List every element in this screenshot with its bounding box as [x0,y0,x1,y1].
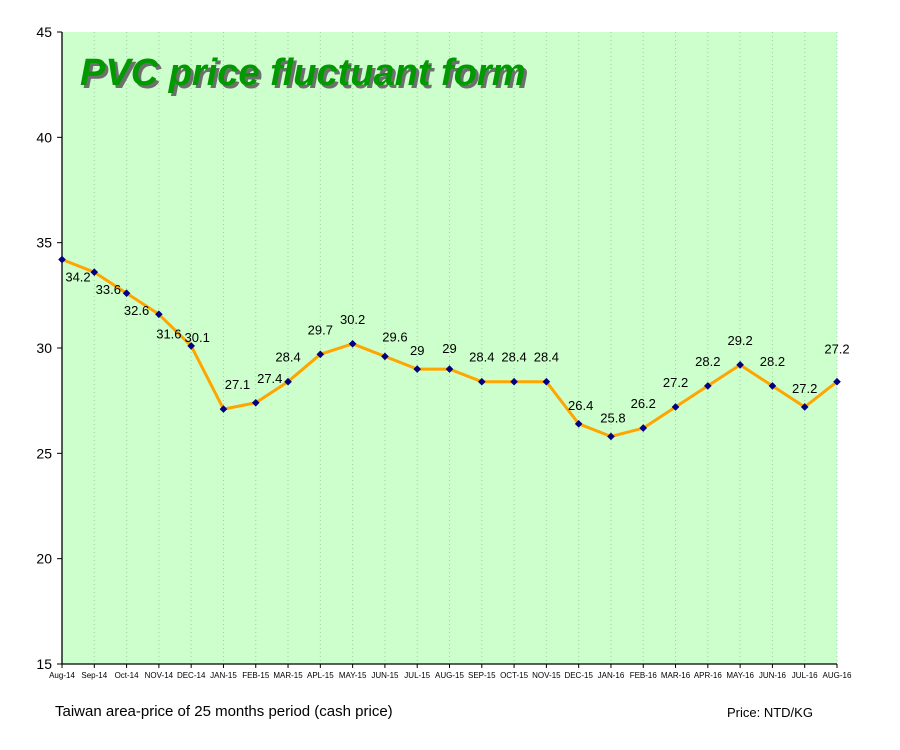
data-label: 28.4 [469,350,494,365]
y-tick-label: 20 [36,551,52,567]
data-label: 30.2 [340,312,365,327]
x-tick-label: NOV-15 [532,671,561,680]
data-point [736,361,744,369]
data-point [251,398,260,407]
y-axis-ticks: 15 20 25 30 35 40 45 [36,24,62,672]
x-tick-label: MAY-16 [726,671,754,680]
data-point [219,405,228,413]
data-label: 30.1 [185,330,210,345]
x-tick-label: Aug-14 [49,671,75,680]
x-tick-label: FEB-16 [630,671,658,680]
data-label: 28.2 [760,354,785,369]
data-label: 27.2 [792,381,817,396]
data-label: 29 [442,341,456,356]
series-markers [58,255,841,441]
y-tick-label: 15 [36,656,52,672]
data-point [768,382,777,390]
data-label: 29.6 [382,329,407,344]
data-label: 32.6 [124,303,149,318]
x-tick-label: APR-16 [694,671,723,680]
data-point [90,268,99,276]
data-label: 28.4 [275,350,300,365]
data-point [704,382,712,390]
data-label: 29 [410,343,424,358]
data-point [510,377,518,386]
data-point [381,352,389,361]
data-label: 29.7 [308,322,333,337]
footnote-right: Price: NTD/KG [727,705,813,720]
data-point [413,365,422,373]
x-tick-label: Sep-14 [81,671,107,680]
data-point [58,255,66,264]
data-point [155,310,163,319]
y-tick-label: 25 [36,445,52,461]
y-tick-label: 30 [36,340,52,356]
x-tick-label: JAN-16 [598,671,625,680]
y-tick-label: 40 [36,129,52,145]
data-point [671,403,680,411]
data-label: 28.2 [695,354,720,369]
x-tick-label: AUG-16 [823,671,852,680]
data-label: 28.4 [501,350,526,365]
data-label: 31.6 [156,326,181,341]
x-tick-label: MAY-15 [339,671,367,680]
chart-title-shadow: PVC price fluctuant form [83,55,529,97]
x-tick-label: Oct-14 [115,671,140,680]
data-label: 29.2 [727,333,752,348]
data-point [639,424,648,432]
chart-title: PVC price fluctuant form [80,52,526,94]
data-point [574,420,583,428]
data-point [445,365,454,373]
x-tick-label: MAR-15 [273,671,303,680]
x-tick-label: JUN-15 [371,671,399,680]
data-point [122,289,131,298]
x-tick-label: JUL-16 [792,671,818,680]
data-point [542,377,551,386]
y-tick-label: 35 [36,235,52,251]
data-point [187,342,195,350]
data-label: 25.8 [600,410,625,425]
data-point [316,350,325,359]
data-label: 27.2 [824,342,849,357]
data-point [477,377,486,386]
data-label: 33.6 [96,282,121,297]
data-label: 26.4 [568,398,593,413]
footnote-left: Taiwan area-price of 25 months period (c… [55,703,393,720]
data-labels: 34.2 33.632.6 31.6 30.1 27.1 27.4 28.4 29.7 30.2… [65,270,849,426]
x-tick-label: NOV-14 [145,671,174,680]
data-point [833,377,841,386]
x-tick-label: APL-15 [307,671,334,680]
data-point [348,339,357,348]
x-tick-label: JUL-15 [404,671,430,680]
data-label: 27.2 [663,375,688,390]
x-tick-label: FEB-15 [242,671,270,680]
x-tick-label: JUN-16 [759,671,787,680]
x-tick-label: JAN-15 [210,671,237,680]
y-tick-label: 45 [36,24,52,40]
x-tick-label: DEC-14 [177,671,206,680]
x-tick-label: MAR-16 [661,671,691,680]
x-tick-label: SEP-15 [468,671,496,680]
data-label: 27.1 [225,377,250,392]
data-point [607,432,615,441]
data-label: 27.4 [257,371,282,386]
data-point [284,377,292,386]
data-label: 28.4 [534,350,559,365]
x-axis-ticks: Aug-14 Sep-14 Oct-14 NOV-14 DEC-14 JAN-15 FEB-… [49,664,852,680]
data-point [800,403,809,411]
data-label: 26.2 [631,396,656,411]
x-tick-label: OCT-15 [500,671,529,680]
data-label: 34.2 [65,270,90,285]
x-tick-label: DEC-15 [564,671,593,680]
x-tick-label: AUG-15 [435,671,464,680]
